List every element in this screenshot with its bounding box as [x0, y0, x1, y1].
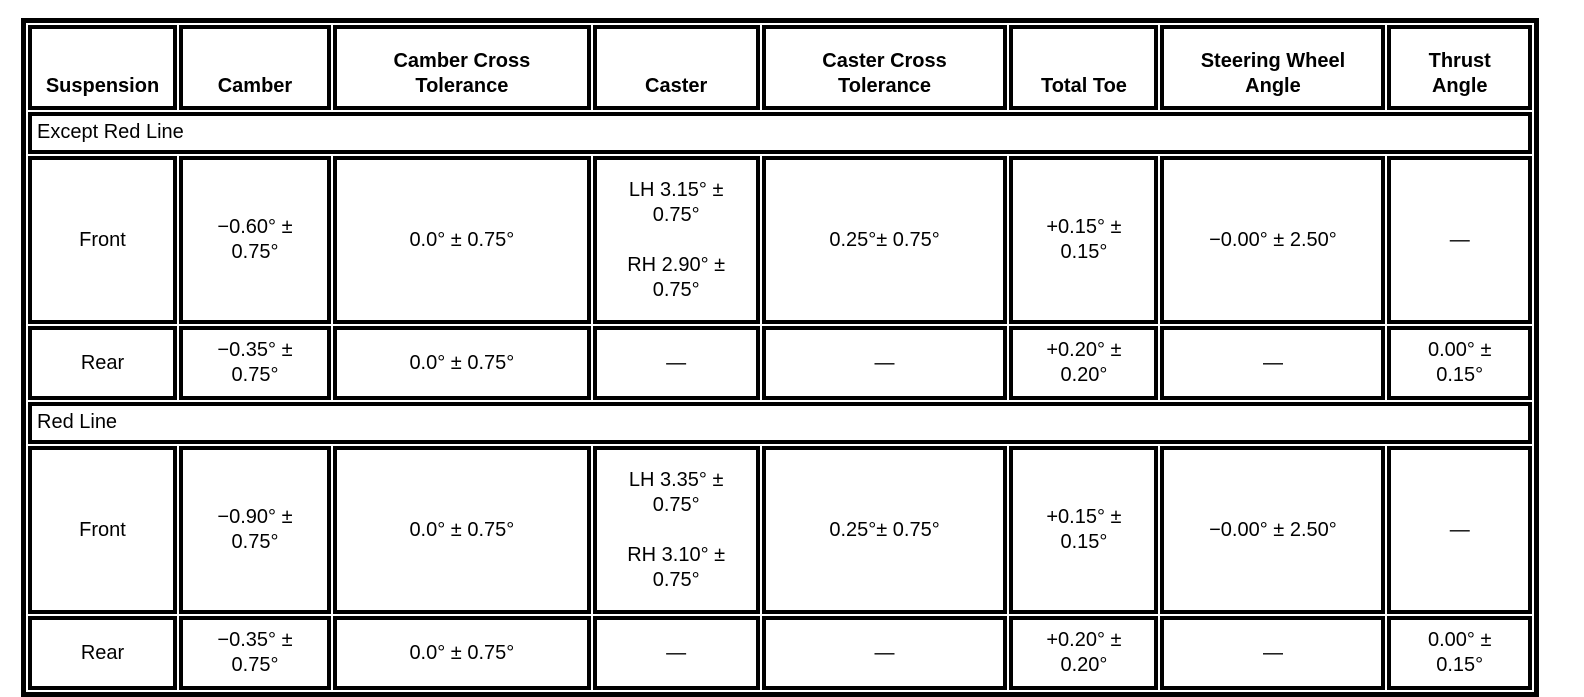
cell-thrust-angle: — — [1387, 156, 1532, 324]
cell-steering-wheel-angle: −0.00° ± 2.50° — [1160, 446, 1386, 614]
table-row-except-red-line-rear: Rear −0.35° ± 0.75° 0.0° ± 0.75° — — +0.… — [28, 326, 1532, 400]
cell-total-toe: +0.15° ± 0.15° — [1009, 156, 1159, 324]
cell-caster: — — [592, 616, 760, 690]
cell-camber: −0.35° ± 0.75° — [179, 326, 331, 400]
cell-caster: LH 3.15° ± 0.75° RH 2.90° ± 0.75° — [592, 156, 760, 324]
cell-camber-cross-tolerance: 0.0° ± 0.75° — [332, 326, 591, 400]
cell-steering-wheel-angle: — — [1160, 326, 1386, 400]
column-header-caster-cross-tolerance: Caster Cross Tolerance — [761, 25, 1008, 110]
header-row: Suspension Camber Camber Cross Tolerance… — [28, 25, 1532, 110]
cell-caster-cross-tolerance: 0.25°± 0.75° — [761, 156, 1008, 324]
section-header-except-red-line: Except Red Line — [28, 112, 1532, 154]
cell-camber-cross-tolerance: 0.0° ± 0.75° — [332, 156, 591, 324]
cell-thrust-angle: — — [1387, 446, 1532, 614]
cell-suspension: Rear — [28, 326, 177, 400]
table-row-except-red-line-front: Front −0.60° ± 0.75° 0.0° ± 0.75° LH 3.1… — [28, 156, 1532, 324]
table-row-red-line-rear: Rear −0.35° ± 0.75° 0.0° ± 0.75° — — +0.… — [28, 616, 1532, 690]
cell-caster: — — [592, 326, 760, 400]
column-header-suspension: Suspension — [28, 25, 177, 110]
column-header-thrust-angle: Thrust Angle — [1387, 25, 1532, 110]
column-header-steering-wheel-angle: Steering Wheel Angle — [1160, 25, 1386, 110]
column-header-camber: Camber — [179, 25, 331, 110]
cell-caster-cross-tolerance: — — [761, 616, 1008, 690]
column-header-camber-cross-tolerance: Camber Cross Tolerance — [332, 25, 591, 110]
wheel-alignment-specs-table: Suspension Camber Camber Cross Tolerance… — [21, 18, 1539, 697]
cell-suspension: Rear — [28, 616, 177, 690]
cell-camber-cross-tolerance: 0.0° ± 0.75° — [332, 446, 591, 614]
section-title: Except Red Line — [28, 112, 1532, 154]
section-title: Red Line — [28, 402, 1532, 444]
cell-camber: −0.35° ± 0.75° — [179, 616, 331, 690]
column-header-caster: Caster — [592, 25, 760, 110]
cell-thrust-angle: 0.00° ± 0.15° — [1387, 326, 1532, 400]
cell-suspension: Front — [28, 446, 177, 614]
cell-camber: −0.90° ± 0.75° — [179, 446, 331, 614]
cell-camber-cross-tolerance: 0.0° ± 0.75° — [332, 616, 591, 690]
cell-caster-cross-tolerance: 0.25°± 0.75° — [761, 446, 1008, 614]
cell-total-toe: +0.20° ± 0.20° — [1009, 616, 1159, 690]
cell-caster: LH 3.35° ± 0.75° RH 3.10° ± 0.75° — [592, 446, 760, 614]
cell-total-toe: +0.20° ± 0.20° — [1009, 326, 1159, 400]
cell-steering-wheel-angle: −0.00° ± 2.50° — [1160, 156, 1386, 324]
cell-thrust-angle: 0.00° ± 0.15° — [1387, 616, 1532, 690]
table-row-red-line-front: Front −0.90° ± 0.75° 0.0° ± 0.75° LH 3.3… — [28, 446, 1532, 614]
cell-suspension: Front — [28, 156, 177, 324]
cell-total-toe: +0.15° ± 0.15° — [1009, 446, 1159, 614]
cell-steering-wheel-angle: — — [1160, 616, 1386, 690]
document-page: Suspension Camber Camber Cross Tolerance… — [21, 18, 1539, 697]
cell-caster-cross-tolerance: — — [761, 326, 1008, 400]
cell-camber: −0.60° ± 0.75° — [179, 156, 331, 324]
section-header-red-line: Red Line — [28, 402, 1532, 444]
column-header-total-toe: Total Toe — [1009, 25, 1159, 110]
